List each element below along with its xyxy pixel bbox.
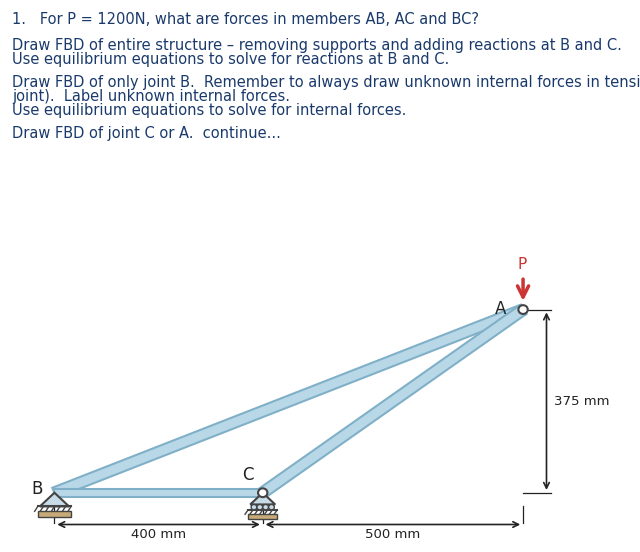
Text: 400 mm: 400 mm — [131, 528, 186, 542]
Text: B: B — [31, 480, 43, 498]
Polygon shape — [250, 493, 275, 505]
Circle shape — [258, 489, 268, 497]
Polygon shape — [259, 305, 527, 497]
Text: A: A — [495, 300, 506, 317]
Text: C: C — [242, 466, 253, 484]
Text: Use equilibrium equations to solve for internal forces.: Use equilibrium equations to solve for i… — [12, 103, 406, 118]
Text: 1.   For P = 1200N, what are forces in members AB, AC and BC?: 1. For P = 1200N, what are forces in mem… — [12, 12, 479, 27]
Text: Use equilibrium equations to solve for reactions at B and C.: Use equilibrium equations to solve for r… — [12, 52, 449, 67]
Text: joint).  Label unknown internal forces.: joint). Label unknown internal forces. — [12, 89, 290, 104]
Circle shape — [269, 505, 275, 510]
Circle shape — [263, 505, 269, 510]
Polygon shape — [52, 305, 525, 498]
Text: Draw FBD of only joint B.  Remember to always draw unknown internal forces in te: Draw FBD of only joint B. Remember to al… — [12, 75, 640, 90]
Text: 500 mm: 500 mm — [365, 528, 420, 542]
Circle shape — [257, 505, 262, 510]
Text: 375 mm: 375 mm — [554, 395, 609, 408]
Polygon shape — [40, 493, 69, 506]
Text: Draw FBD of entire structure – removing supports and adding reactions at B and C: Draw FBD of entire structure – removing … — [12, 38, 622, 53]
Bar — [248, 514, 277, 519]
Text: P: P — [517, 257, 527, 273]
Circle shape — [518, 305, 528, 314]
Bar — [38, 511, 71, 517]
Text: Draw FBD of joint C or A.  continue...: Draw FBD of joint C or A. continue... — [12, 126, 281, 141]
Circle shape — [251, 505, 257, 510]
Polygon shape — [54, 489, 263, 497]
